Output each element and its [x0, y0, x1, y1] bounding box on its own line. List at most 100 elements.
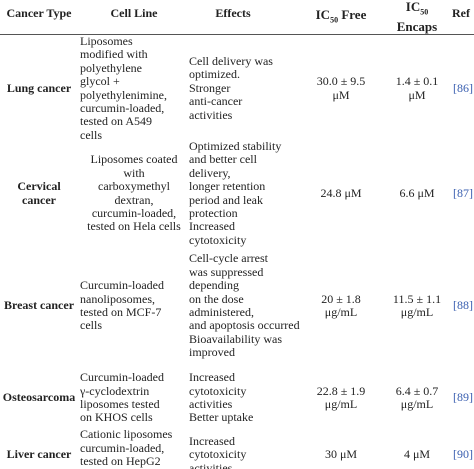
- cell-line-text: dextran,: [114, 192, 154, 207]
- ref-link: [88]: [453, 298, 473, 313]
- header-text: Free: [341, 7, 367, 22]
- cell-line-cell: Cationic liposomes curcumin-loaded, tested…: [80, 427, 188, 469]
- cell-line-text: Bioavailability was: [189, 331, 282, 346]
- ic50-encaps-cell: 1.4 ± 0.1 μM: [382, 35, 452, 142]
- cell-line-text: curcumin-loaded,: [80, 440, 165, 455]
- cell-line-text: 6.4 ± 0.7: [395, 383, 439, 398]
- header-cell: Cell Line: [110, 6, 158, 20]
- cell-line-cell: Curcumin-loaded γ-cyclodextrin liposomes t…: [80, 367, 188, 429]
- cell-line-text: on KHOS cells: [80, 410, 153, 425]
- cell-line-text: cells: [80, 467, 102, 469]
- ic50-encaps-cell: 11.5 ± 1.1 μg/mL: [382, 245, 452, 367]
- cell-line-cell: Liposomes coated with carboxymethyl dextran…: [80, 142, 188, 245]
- cell-line-text: liposomes tested: [80, 397, 160, 411]
- cell-line-text: period and leak: [189, 192, 263, 207]
- cell-line-text: cancer: [22, 192, 56, 207]
- cancer-type-cell: Liver cancer: [0, 429, 78, 469]
- ref-cell: [87]: [453, 142, 474, 245]
- header-cell: IC50 Free: [300, 8, 382, 28]
- cell-line-text: Lung cancer: [6, 80, 72, 95]
- cell-line-cell: Curcumin-loaded nanoliposomes, tested on M…: [80, 245, 188, 367]
- cell-line-text: glycol +: [80, 74, 120, 89]
- cell-line-text: nanoliposomes,: [80, 291, 155, 306]
- cell-line-text: Increased: [189, 219, 235, 234]
- cancer-type-cell: Lung cancer: [0, 35, 78, 142]
- cell-line-text: Stronger: [189, 80, 231, 95]
- cell-line-text: on the dose: [189, 291, 244, 306]
- cell-line-text: Curcumin-loaded: [80, 370, 164, 385]
- cancer-type-cell: Breast cancer: [0, 245, 78, 367]
- cell-line-text: γ-cyclodextrin: [80, 383, 150, 398]
- cell-line-text: depending: [189, 278, 239, 293]
- cell-line-text: Cervical: [17, 179, 61, 194]
- effects-cell: Cell delivery was optimized. Stronger anti-…: [189, 35, 301, 142]
- cell-line-text: Osteosarcoma: [2, 390, 76, 405]
- cell-line-text: Curcumin-loaded: [80, 278, 164, 293]
- cell-line-text: and apoptosis occurred: [189, 318, 300, 333]
- ic50-free-cell: 30.0 ± 9.5 μM: [300, 35, 382, 142]
- cell-line-text: tested on A549: [80, 114, 152, 129]
- cell-line-text: Liposomes coated: [90, 152, 178, 167]
- effects-cell: Optimized stability and better cell delive…: [189, 138, 301, 247]
- cell-line-text: activities: [189, 107, 233, 122]
- cell-line-text: Breast cancer: [3, 298, 75, 313]
- cell-line-text: protection: [189, 205, 238, 220]
- cell-line-text: μg/mL: [324, 305, 358, 319]
- ref-link: [89]: [453, 390, 473, 405]
- ic50-encaps-cell: 6.4 ± 0.7 μg/mL: [382, 367, 452, 429]
- ic50-free-cell: 22.8 ± 1.9 μg/mL: [300, 367, 382, 429]
- effects-cell: Increased cytotoxicity activities Better up…: [189, 367, 301, 429]
- ref-cell: [88]: [453, 245, 474, 367]
- cell-line-text: μg/mL: [400, 305, 434, 319]
- cell-line-text: 11.5 ± 1.1: [392, 291, 442, 306]
- header-cell: IC50 Encaps: [382, 0, 452, 34]
- cell-line-text: Cell delivery was: [189, 53, 273, 68]
- ref-cell: [90]: [453, 429, 474, 469]
- cell-line-text: μg/mL: [400, 397, 434, 411]
- cell-line-text: Cell-cycle arrest: [189, 251, 268, 266]
- cell-line-text: with: [123, 165, 145, 180]
- header-text: IC: [315, 7, 331, 22]
- cell-line-text: was suppressed: [189, 264, 264, 279]
- cell-line-text: improved: [189, 345, 235, 360]
- header-text: IC: [405, 0, 421, 14]
- ref-link: [90]: [453, 447, 473, 462]
- cell-line-text: tested on Hela cells: [87, 219, 181, 234]
- ref-cell: [86]: [453, 35, 474, 142]
- cell-line-text: activities: [189, 397, 233, 411]
- header-sub: 50: [330, 15, 339, 25]
- cell-line-text: 20 ± 1.8: [321, 291, 361, 306]
- cell-line-text: and better cell: [189, 152, 257, 167]
- cell-line-text: Increased: [189, 433, 235, 448]
- cancer-type-cell: Cervical cancer: [0, 142, 78, 245]
- header-cell: Cancer Type: [6, 6, 72, 20]
- cell-line-text: Increased: [189, 370, 235, 385]
- ic50-free-cell: 30 μM: [300, 429, 382, 469]
- cell-line-text: anti-cancer: [189, 94, 243, 109]
- cell-line-text: μg/mL: [324, 397, 358, 411]
- cell-line-text: optimized.: [189, 67, 240, 82]
- cell-line-text: cytotoxicity: [189, 383, 247, 398]
- header-cell: Effects: [215, 6, 251, 20]
- header-sub: 50: [420, 7, 429, 17]
- cell-line-text: Optimized stability: [189, 138, 282, 153]
- ic50-free-cell: 24.8 μM: [300, 142, 382, 245]
- cell-line-text: delivery,: [189, 165, 231, 180]
- header-text: Encaps: [396, 18, 438, 34]
- cell-line-text: Liposomes: [80, 33, 133, 48]
- cell-line-text: Better uptake: [189, 410, 254, 425]
- cell-line-text: cytotoxicity: [189, 447, 247, 462]
- header-line: IC50: [382, 0, 452, 20]
- ref-cell: [89]: [453, 367, 474, 429]
- cell-line-text: tested on HepG2: [80, 454, 161, 468]
- cell-line-text: 1.4 ± 0.1: [395, 74, 439, 89]
- cell-line-text: 30.0 ± 9.5: [316, 74, 366, 89]
- cell-line-cell: Liposomes modified with polyethylene glycol…: [80, 33, 188, 142]
- cancer-type-cell: Osteosarcoma: [0, 367, 78, 429]
- cell-line-text: curcumin-loaded,: [91, 205, 177, 220]
- cell-line-text: polyethylene: [80, 60, 142, 75]
- cell-line-text: 4 μM: [403, 447, 431, 462]
- cell-line-text: tested on MCF-7: [80, 305, 162, 319]
- cell-line-text: 6.6 μM: [399, 185, 435, 200]
